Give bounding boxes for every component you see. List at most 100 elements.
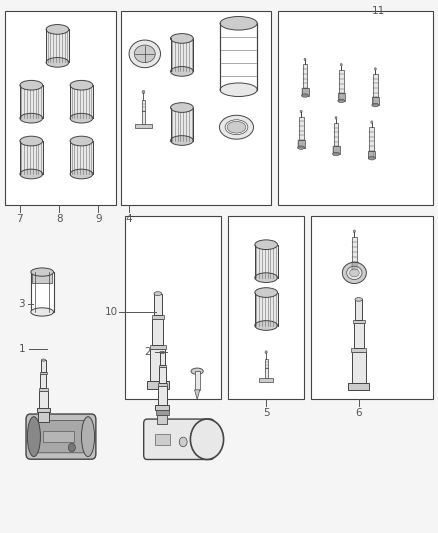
- Bar: [332, 147, 339, 154]
- Bar: [141, 111, 145, 124]
- Bar: [334, 123, 339, 147]
- Bar: [338, 93, 345, 101]
- Circle shape: [374, 68, 376, 70]
- Bar: [297, 140, 304, 148]
- FancyBboxPatch shape: [144, 419, 214, 459]
- Bar: [301, 88, 308, 95]
- Bar: [170, 38, 193, 71]
- Text: 7: 7: [17, 214, 23, 224]
- Bar: [299, 117, 304, 140]
- Bar: [125, 216, 221, 399]
- Ellipse shape: [332, 152, 339, 156]
- Ellipse shape: [255, 288, 278, 297]
- Ellipse shape: [46, 58, 69, 67]
- Bar: [352, 352, 366, 383]
- Bar: [159, 367, 166, 383]
- Ellipse shape: [70, 169, 93, 179]
- Text: 5: 5: [263, 408, 269, 418]
- Ellipse shape: [347, 266, 362, 279]
- Bar: [259, 378, 273, 382]
- Bar: [157, 415, 167, 424]
- Circle shape: [68, 443, 75, 452]
- Bar: [43, 431, 74, 442]
- Bar: [40, 374, 46, 389]
- Ellipse shape: [301, 94, 308, 97]
- Ellipse shape: [350, 269, 359, 277]
- Ellipse shape: [70, 114, 93, 123]
- Bar: [158, 383, 167, 386]
- Ellipse shape: [134, 45, 155, 62]
- Bar: [351, 262, 358, 270]
- Ellipse shape: [160, 351, 165, 353]
- Ellipse shape: [220, 83, 257, 96]
- Text: 1: 1: [18, 344, 25, 354]
- Bar: [40, 372, 47, 374]
- Bar: [38, 413, 49, 422]
- Ellipse shape: [191, 368, 203, 374]
- Text: 9: 9: [95, 214, 102, 224]
- Circle shape: [371, 121, 373, 124]
- Bar: [255, 245, 278, 278]
- Ellipse shape: [368, 157, 375, 160]
- Ellipse shape: [170, 34, 193, 43]
- Circle shape: [191, 419, 223, 459]
- Text: 8: 8: [56, 214, 63, 224]
- FancyBboxPatch shape: [32, 421, 90, 453]
- Bar: [372, 98, 379, 105]
- Bar: [303, 64, 307, 88]
- Bar: [46, 29, 69, 62]
- Ellipse shape: [27, 417, 40, 457]
- Bar: [150, 345, 166, 350]
- Bar: [31, 272, 53, 312]
- Ellipse shape: [70, 80, 93, 90]
- Ellipse shape: [129, 40, 160, 68]
- Bar: [339, 70, 344, 93]
- Ellipse shape: [255, 240, 278, 249]
- Text: 10: 10: [105, 306, 118, 317]
- Bar: [352, 237, 357, 262]
- Circle shape: [142, 90, 145, 94]
- Bar: [170, 108, 193, 141]
- Ellipse shape: [297, 146, 304, 149]
- Text: 3: 3: [18, 298, 25, 309]
- Circle shape: [304, 58, 306, 61]
- Bar: [32, 272, 52, 282]
- Ellipse shape: [338, 99, 345, 102]
- Text: 4: 4: [125, 214, 132, 224]
- Ellipse shape: [255, 273, 278, 282]
- Ellipse shape: [351, 268, 358, 271]
- Ellipse shape: [170, 136, 193, 146]
- Ellipse shape: [41, 359, 46, 361]
- Bar: [351, 349, 366, 352]
- Ellipse shape: [46, 25, 69, 34]
- Text: 6: 6: [355, 408, 362, 418]
- Bar: [278, 11, 433, 205]
- Bar: [39, 389, 48, 391]
- Ellipse shape: [31, 268, 53, 276]
- Text: 2: 2: [145, 346, 151, 357]
- Ellipse shape: [170, 67, 193, 76]
- Bar: [368, 151, 375, 158]
- Bar: [255, 293, 278, 326]
- Bar: [37, 408, 50, 413]
- Bar: [70, 141, 93, 174]
- Bar: [41, 360, 46, 372]
- FancyBboxPatch shape: [26, 414, 96, 459]
- Bar: [353, 323, 364, 349]
- Bar: [158, 386, 167, 405]
- Bar: [154, 294, 162, 315]
- Ellipse shape: [343, 262, 366, 284]
- Bar: [152, 315, 164, 319]
- Circle shape: [265, 351, 267, 353]
- Bar: [150, 350, 165, 381]
- Circle shape: [179, 437, 187, 447]
- Text: 11: 11: [372, 6, 385, 16]
- Ellipse shape: [20, 136, 42, 146]
- Circle shape: [353, 230, 356, 233]
- Ellipse shape: [20, 169, 42, 179]
- Bar: [348, 383, 370, 390]
- Bar: [147, 381, 169, 389]
- Bar: [355, 300, 363, 320]
- Circle shape: [335, 117, 337, 119]
- Bar: [39, 391, 48, 408]
